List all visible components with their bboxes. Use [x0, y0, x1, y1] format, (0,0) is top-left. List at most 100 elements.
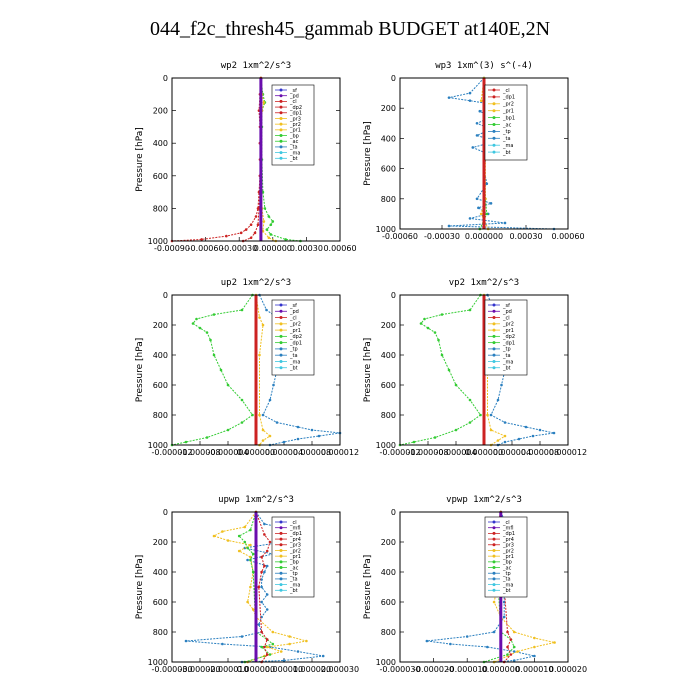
y-tick-label: 400	[381, 351, 396, 360]
x-tick-label: -0.000020	[179, 665, 220, 674]
legend-label: _cl	[502, 520, 510, 526]
data-point	[251, 570, 255, 574]
series-line	[243, 77, 262, 242]
legend-marker	[492, 531, 496, 535]
data-point	[486, 645, 489, 649]
legend-marker	[279, 88, 283, 92]
y-tick-label: 1000	[376, 658, 396, 667]
data-point	[477, 206, 480, 210]
data-point	[296, 425, 300, 429]
data-point	[479, 99, 483, 102]
data-point	[447, 96, 451, 99]
legend-label: _cl	[502, 315, 510, 321]
legend-marker	[279, 341, 283, 345]
data-point	[265, 638, 269, 641]
y-tick-label: 1000	[376, 225, 396, 234]
data-point	[205, 436, 209, 439]
data-point	[492, 600, 496, 604]
y-axis-label: Pressure [hPa]	[363, 121, 373, 186]
x-tick-label: 0.000030	[321, 665, 359, 674]
series-line	[260, 77, 277, 242]
data-point	[243, 525, 247, 529]
legend-label: _ta	[502, 136, 511, 142]
legend-marker	[279, 139, 283, 143]
legend-marker	[279, 531, 283, 535]
legend-marker	[492, 566, 496, 570]
x-tick-label: 0.000000	[254, 244, 292, 253]
legend-marker	[492, 150, 496, 154]
data-point	[263, 533, 266, 536]
data-point	[240, 398, 244, 402]
data-point	[249, 585, 252, 589]
legend-marker	[492, 316, 496, 320]
data-point	[475, 122, 479, 125]
legend-label: _dp1	[289, 111, 302, 117]
legend-label: _pr2	[502, 322, 514, 328]
legend-label: _pr3	[289, 116, 301, 122]
legend-marker	[279, 322, 283, 326]
data-point	[209, 338, 212, 342]
legend-box	[271, 84, 315, 166]
data-point	[475, 197, 479, 201]
data-point	[219, 368, 223, 372]
legend-label: _dp2	[502, 334, 515, 340]
legend-label: _ac	[289, 565, 299, 571]
panel-1: wp2 1xm^2/s^302004006008001000-0.00090-0…	[135, 61, 357, 253]
data-point	[221, 642, 224, 646]
data-point	[282, 440, 286, 444]
legend-label: _ma	[289, 150, 300, 156]
legend-label: _sf	[502, 303, 510, 309]
legend-marker	[279, 566, 283, 570]
data-point	[249, 223, 253, 226]
legend-marker	[492, 328, 496, 332]
data-point	[503, 221, 507, 225]
legend-marker	[279, 111, 283, 115]
data-point	[478, 109, 482, 113]
y-tick-label: 400	[153, 351, 168, 360]
legend-marker	[492, 366, 496, 370]
legend-label: _tp	[502, 347, 511, 353]
x-tick-label: 0.000004	[493, 448, 531, 457]
x-tick-label: -0.000030	[151, 665, 192, 674]
legend-label: _pr4	[502, 537, 514, 543]
data-point	[265, 645, 269, 649]
y-tick-label: 600	[153, 172, 168, 181]
legend-label: _dp1	[289, 340, 302, 346]
legend-marker	[492, 347, 496, 351]
data-point	[271, 642, 275, 646]
legend-marker	[492, 543, 496, 547]
data-point	[268, 540, 272, 544]
legend-label: _ac	[289, 139, 299, 145]
legend-label: _pr2	[289, 322, 301, 328]
legend-marker	[279, 328, 283, 332]
data-point	[260, 585, 263, 589]
data-point	[268, 653, 272, 656]
series-line	[399, 294, 482, 446]
legend-label: _pr1	[502, 554, 514, 560]
data-point	[454, 383, 458, 387]
legend-label: _ta	[289, 577, 298, 583]
legend-marker	[279, 94, 283, 98]
x-tick-label: 0.00060	[323, 244, 356, 253]
data-point	[419, 322, 423, 325]
plot-frame	[171, 511, 341, 663]
legend-marker	[279, 116, 283, 120]
y-tick-label: 200	[153, 538, 168, 547]
legend-label: _bt	[289, 588, 298, 594]
data-point	[492, 630, 496, 634]
data-point	[258, 353, 261, 357]
plot-frame	[171, 294, 341, 446]
x-tick-label: -0.000008	[179, 448, 220, 457]
legend-label: _pr2	[289, 548, 301, 554]
data-point	[288, 635, 291, 638]
data-point	[512, 659, 516, 662]
x-tick-label: 0.000000	[237, 448, 275, 457]
legend-marker	[492, 560, 496, 564]
data-point	[263, 522, 266, 526]
data-point	[249, 236, 253, 240]
legend-label: _pr1	[502, 109, 514, 115]
panel-title: vpwp 1xm^2/s^3	[446, 495, 522, 505]
data-point	[468, 91, 472, 95]
y-tick-label: 600	[381, 598, 396, 607]
data-point	[440, 353, 444, 357]
